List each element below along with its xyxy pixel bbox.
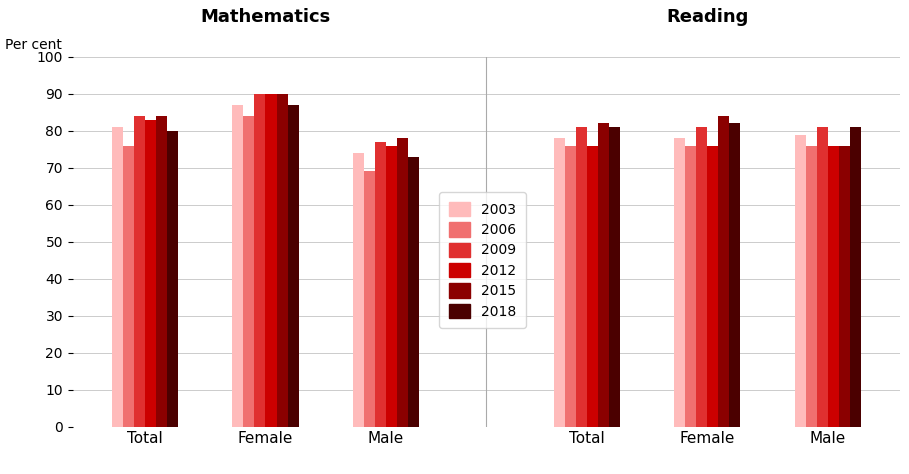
Bar [609, 127, 620, 427]
Bar [265, 94, 276, 427]
Bar [167, 131, 178, 427]
Text: Mathematics: Mathematics [200, 8, 331, 26]
Bar [575, 127, 586, 427]
Bar [134, 116, 145, 427]
Bar [123, 146, 134, 427]
Bar [816, 127, 827, 427]
Bar [598, 123, 609, 427]
Bar [145, 120, 156, 427]
Text: Reading: Reading [666, 8, 748, 26]
Bar [244, 116, 255, 427]
Bar [233, 105, 244, 427]
Bar [276, 94, 287, 427]
Bar [718, 116, 729, 427]
Bar [156, 116, 167, 427]
Bar [839, 146, 850, 427]
Bar [287, 105, 298, 427]
Bar [408, 157, 419, 427]
Bar [564, 146, 575, 427]
Bar [696, 127, 707, 427]
Bar [386, 146, 397, 427]
Bar [554, 138, 564, 427]
Bar [827, 146, 839, 427]
Bar [112, 127, 123, 427]
Bar [685, 146, 696, 427]
Bar [255, 94, 265, 427]
Legend: 2003, 2006, 2009, 2012, 2015, 2018: 2003, 2006, 2009, 2012, 2015, 2018 [439, 192, 525, 328]
Bar [397, 138, 408, 427]
Bar [674, 138, 685, 427]
Bar [707, 146, 718, 427]
Bar [850, 127, 861, 427]
Text: Per cent: Per cent [5, 38, 62, 52]
Bar [729, 123, 740, 427]
Bar [364, 172, 375, 427]
Bar [794, 135, 805, 427]
Bar [375, 142, 386, 427]
Bar [586, 146, 598, 427]
Bar [353, 153, 364, 427]
Bar [805, 146, 816, 427]
